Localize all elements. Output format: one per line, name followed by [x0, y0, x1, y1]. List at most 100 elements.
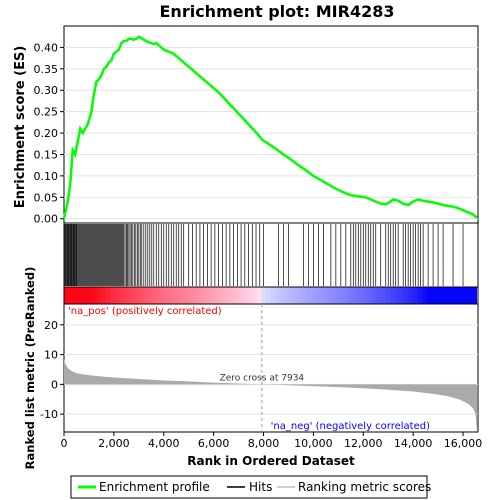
enrichment-panel-frame: [63, 25, 479, 224]
x-tick-label: 12,000: [344, 437, 383, 450]
legend-label-hits: Hits: [249, 480, 272, 494]
ranking-color-band: [128, 287, 134, 304]
ranking-color-band: [73, 287, 79, 304]
enrichment-y-ticks: 0.00 0.05 0.10 0.15 0.20 0.25 0.30 0.35 0.40: [34, 41, 64, 226]
ranking-color-band: [86, 287, 93, 304]
ranking-color-band: [183, 287, 189, 304]
ranking-color-band: [119, 287, 125, 304]
enrichment-y-tick-label: 0.15: [34, 148, 59, 161]
enrichment-y-axis-label: Enrichment score (ES): [13, 46, 28, 209]
ranking-color-band: [403, 287, 409, 304]
ranking-color-band: [440, 287, 446, 304]
x-tick-label: 0: [61, 437, 68, 450]
ranking-color-band: [463, 287, 469, 304]
ranking-panel-frame: [63, 303, 479, 433]
ranking-color-band: [64, 287, 70, 304]
x-axis-label: Rank in Ordered Dataset: [187, 454, 355, 468]
legend-label-ranking-metric: Ranking metric scores: [298, 480, 431, 494]
ranking-color-band: [233, 287, 239, 304]
ranking-color-band: [417, 287, 423, 304]
ranking-color-band: [288, 287, 295, 304]
ranking-color-band: [187, 287, 194, 304]
hit-markers: [64, 224, 464, 286]
ranking-color-band: [142, 287, 148, 304]
x-tick-label: 16,000: [444, 437, 483, 450]
ranking-color-band: [105, 287, 111, 304]
enrichment-y-tick-label: 0.40: [34, 41, 59, 54]
ranking-color-band: [431, 287, 437, 304]
x-tick-label: 6,000: [198, 437, 230, 450]
ranking-color-band: [279, 287, 285, 304]
x-axis-ticks: 0 2,000 4,000 6,000 8,000 10,000 12,000 14,000 1…: [61, 432, 483, 450]
ranking-color-band: [261, 287, 267, 304]
zero-cross-label: Zero cross at 7934: [220, 373, 305, 383]
ranking-y-tick-label: -10: [40, 408, 58, 421]
ranking-color-band: [320, 287, 327, 304]
enrichment-y-tick-label: 0.05: [34, 191, 59, 204]
ranking-color-band: [343, 287, 350, 304]
ranking-color-band: [334, 287, 340, 304]
ranking-y-tick-label: 0: [51, 378, 58, 391]
ranking-color-band: [238, 287, 244, 304]
enrichment-y-tick-label: 0.30: [34, 84, 59, 97]
ranking-gridlines: [64, 324, 478, 415]
ranking-color-band: [68, 287, 74, 304]
ranking-color-band: [426, 287, 432, 304]
ranking-color-band: [201, 287, 207, 304]
legend-frame: [70, 475, 428, 499]
x-tick-label: 8,000: [248, 437, 280, 450]
ranking-color-band: [109, 287, 116, 304]
ranking-color-band: [123, 287, 129, 304]
ranking-color-band: [293, 287, 299, 304]
ranking-color-bar: [63, 286, 479, 305]
ranking-color-band: [307, 287, 313, 304]
x-tick-label: 2,000: [98, 437, 130, 450]
enrichment-profile-line: [62, 35, 478, 219]
ranking-y-axis-label: Ranked list metric (PreRanked): [23, 267, 37, 470]
ranking-color-band: [385, 287, 391, 304]
ranking-color-band: [298, 287, 304, 304]
ranking-color-band: [412, 287, 418, 304]
ranking-y-tick-label: 20: [44, 319, 58, 332]
ranking-color-band: [247, 287, 253, 304]
x-tick-label: 4,000: [148, 437, 180, 450]
enrichment-y-tick-label: 0.00: [34, 213, 59, 226]
ranking-y-ticks: -10 0 10 20: [40, 319, 64, 421]
ranking-color-band: [472, 287, 478, 304]
ranking-color-band: [192, 287, 198, 304]
ranking-color-band: [357, 287, 363, 304]
ranking-color-band: [362, 287, 368, 304]
ranking-color-band: [160, 287, 166, 304]
ranking-color-band: [325, 287, 331, 304]
ranking-color-band: [389, 287, 396, 304]
ranking-color-band: [197, 287, 203, 304]
ranking-color-band: [316, 287, 322, 304]
negative-correlation-label: 'na_neg' (negatively correlated): [271, 421, 430, 432]
ranking-color-band: [275, 287, 281, 304]
ranking-color-band: [210, 287, 217, 304]
ranking-color-band: [215, 287, 221, 304]
ranking-color-band: [454, 287, 460, 304]
ranking-color-band: [366, 287, 373, 304]
ranking-color-band: [348, 287, 354, 304]
ranking-color-band: [164, 287, 171, 304]
ranking-color-band: [371, 287, 377, 304]
ranking-color-band: [100, 287, 106, 304]
ranking-color-band: [311, 287, 317, 304]
ranking-color-band: [206, 287, 212, 304]
ranking-color-band: [77, 287, 83, 304]
legend-label-enrichment-profile: Enrichment profile: [99, 480, 210, 494]
ranking-color-band: [339, 287, 345, 304]
ranking-color-band: [444, 287, 451, 304]
ranking-color-band: [458, 287, 464, 304]
ranking-color-band: [146, 287, 152, 304]
ranking-color-band: [169, 287, 175, 304]
positive-correlation-label: 'na_pos' (positively correlated): [68, 306, 222, 317]
ranking-color-band: [394, 287, 400, 304]
ranking-color-band: [114, 287, 120, 304]
ranking-color-band: [398, 287, 405, 304]
ranking-color-band: [91, 287, 97, 304]
ranking-color-band: [467, 287, 474, 304]
ranking-color-band: [435, 287, 441, 304]
